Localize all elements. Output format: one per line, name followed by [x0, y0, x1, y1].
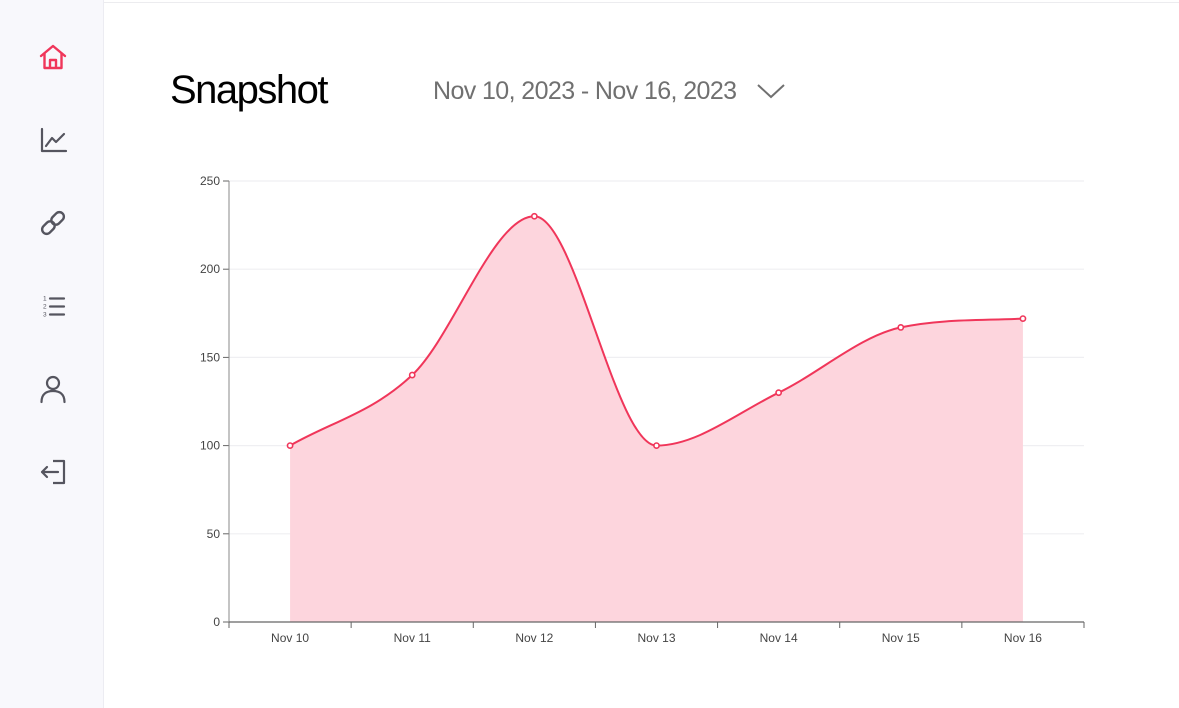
y-tick-label: 250: [200, 174, 220, 188]
sidebar-item-analytics[interactable]: [33, 120, 73, 160]
chevron-down-icon: [757, 84, 786, 99]
data-point: [530, 212, 538, 220]
x-tick-label: Nov 11: [394, 631, 431, 645]
x-tick-label: Nov 13: [637, 631, 675, 645]
area-fill: [290, 216, 1023, 622]
logout-icon: [40, 459, 66, 485]
data-point: [1019, 315, 1027, 322]
date-range-picker[interactable]: Nov 10, 2023 - Nov 16, 2023: [433, 74, 786, 108]
link-icon: [40, 210, 66, 236]
x-tick-label: Nov 16: [1004, 631, 1042, 645]
sidebar-item-home[interactable]: [33, 37, 73, 77]
svg-text:1: 1: [43, 296, 47, 303]
numbered-list-icon: 1 2 3: [43, 296, 66, 319]
y-tick-label: 150: [200, 350, 220, 364]
top-divider: [104, 2, 1179, 3]
sidebar: 1 2 3: [0, 0, 104, 708]
page-title: Snapshot: [170, 68, 329, 112]
user-icon: [40, 375, 66, 404]
data-point: [286, 442, 294, 449]
analytics-icon: [40, 127, 68, 153]
y-tick-label: 50: [207, 527, 221, 541]
x-tick-label: Nov 15: [882, 631, 920, 645]
date-range-label: Nov 10, 2023 - Nov 16, 2023: [433, 77, 737, 105]
y-tick-label: 200: [200, 262, 220, 276]
data-point: [775, 389, 783, 397]
y-tick-label: 0: [213, 615, 220, 629]
x-tick-label: Nov 12: [515, 631, 553, 645]
sidebar-item-logout[interactable]: [33, 452, 73, 492]
data-point: [897, 324, 905, 331]
sidebar-item-list[interactable]: 1 2 3: [33, 286, 73, 326]
home-icon: [39, 44, 67, 70]
sidebar-item-profile[interactable]: [33, 369, 73, 409]
data-point: [653, 442, 660, 449]
y-tick-label: 100: [200, 439, 220, 453]
svg-text:3: 3: [43, 312, 47, 319]
svg-text:2: 2: [43, 304, 47, 311]
sidebar-item-links[interactable]: [33, 203, 73, 243]
data-point: [408, 371, 416, 379]
x-tick-label: Nov 10: [271, 631, 309, 645]
x-tick-label: Nov 14: [760, 631, 798, 645]
